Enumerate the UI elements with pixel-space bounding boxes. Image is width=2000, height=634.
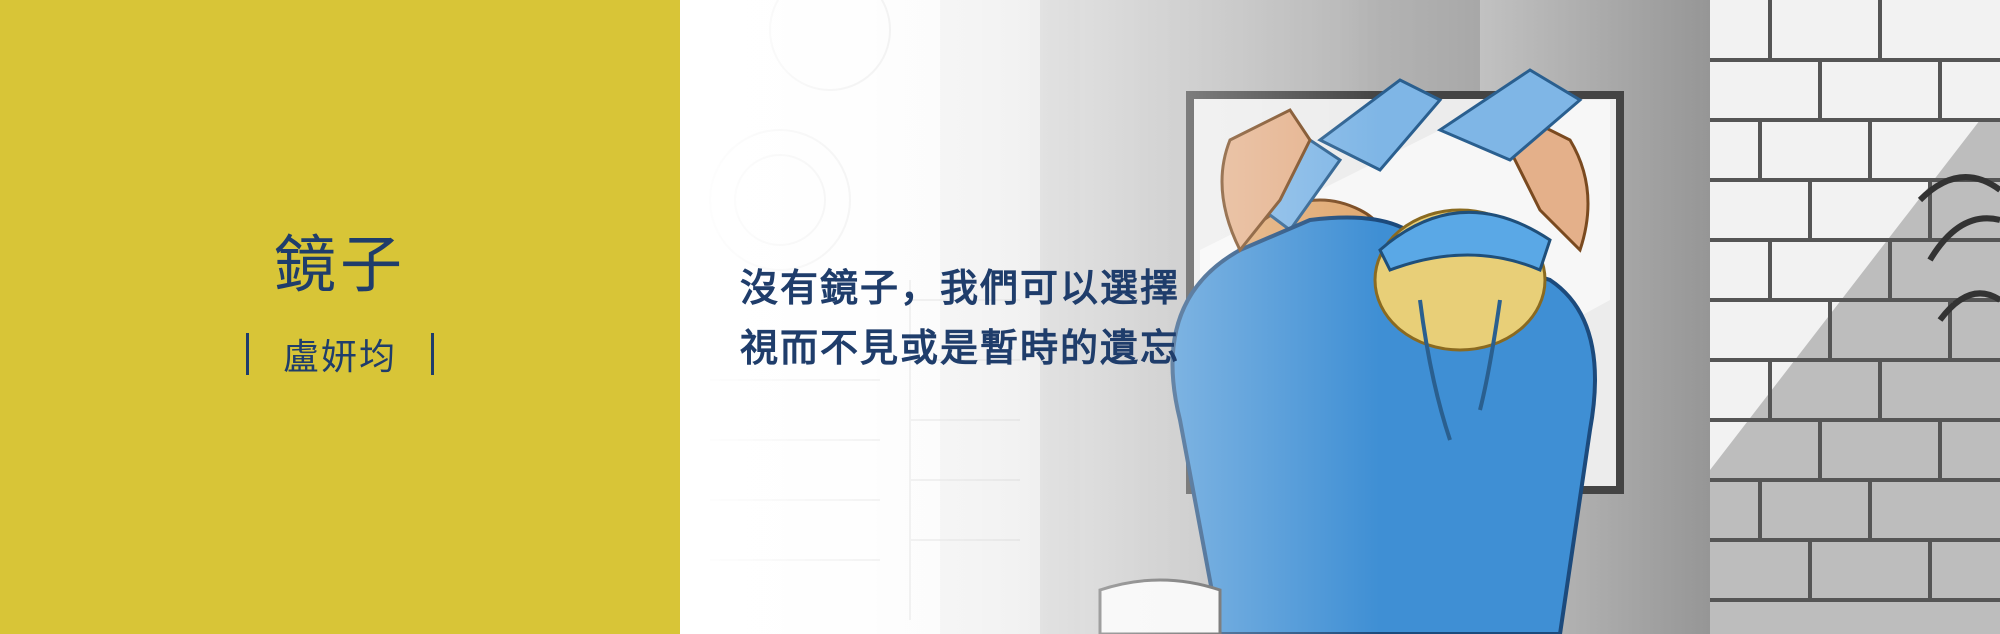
brick-wall	[1710, 0, 2000, 634]
title-panel: 鏡子 盧妍均	[0, 0, 680, 634]
left-divider	[245, 333, 249, 375]
story-title: 鏡子	[273, 228, 406, 301]
author-row: 盧妍均	[245, 328, 434, 380]
quote-line-2: 視而不見或是暫時的遺忘	[740, 326, 1181, 370]
illustration-panel: 沒有鏡子，我們可以選擇 視而不見或是暫時的遺忘	[680, 0, 2000, 634]
right-divider	[431, 333, 434, 375]
quote-text: 沒有鏡子，我們可以選擇 視而不見或是暫時的遺忘	[740, 258, 1180, 378]
author-name: 盧妍均	[282, 337, 397, 378]
illustration	[680, 0, 2000, 634]
quote-line-1: 沒有鏡子，我們可以選擇	[740, 266, 1181, 310]
